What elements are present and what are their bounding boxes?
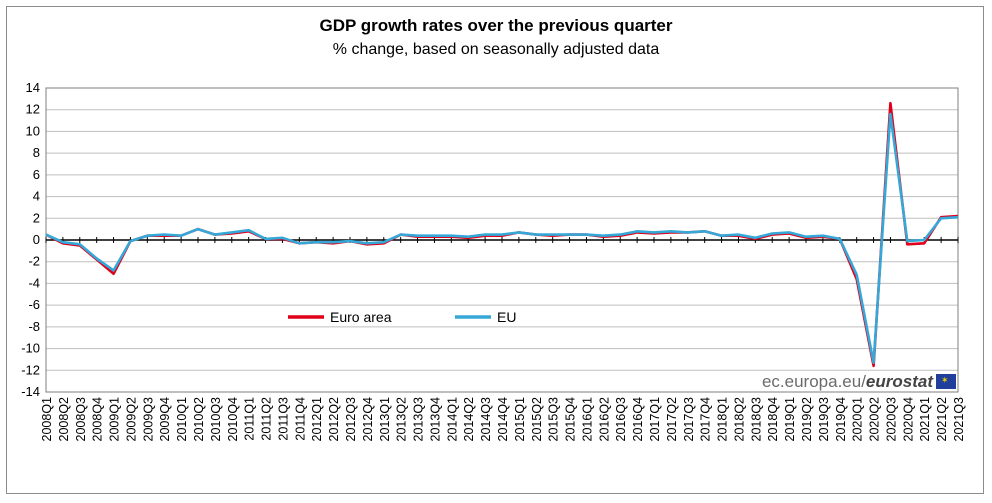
x-tick-label: 2009Q4 [158,397,172,442]
x-tick-label: 2013Q3 [412,397,426,442]
y-tick-label: 4 [33,189,40,204]
x-tick-label: 2016Q1 [580,397,594,442]
x-tick-label: 2021Q2 [935,397,949,442]
x-tick-label: 2019Q1 [783,397,797,442]
x-tick-label: 2008Q2 [57,397,71,442]
y-tick-label: -14 [21,384,40,399]
y-tick-label: 12 [26,102,40,117]
x-tick-label: 2016Q3 [614,397,628,442]
brand-name: eurostat [865,372,933,391]
x-tick-label: 2017Q4 [699,397,713,442]
y-tick-label: 14 [26,80,40,95]
y-tick-label: 10 [26,123,40,138]
y-tick-label: -2 [28,254,40,269]
x-tick-label: 2017Q2 [665,397,679,442]
x-tick-label: 2010Q1 [175,397,189,442]
x-tick-label: 2020Q3 [884,397,898,442]
x-tick-label: 2010Q2 [192,397,206,442]
x-tick-label: 2008Q3 [74,397,88,442]
y-tick-label: 8 [33,145,40,160]
x-tick-label: 2010Q4 [226,397,240,442]
y-tick-labels: 14 12 10 8 6 4 2 0 -2 -4 -6 -8 -10 -12 -14 [21,80,40,399]
x-tick-label: 2018Q2 [732,397,746,442]
eurostat-brand[interactable]: ec.europa.eu/eurostat [762,372,956,392]
y-tick-label: -8 [28,319,40,334]
y-tick-label: 0 [33,232,40,247]
x-tick-label: 2014Q1 [445,397,459,442]
x-tick-labels: 2008Q1 2008Q2 2008Q3 2008Q4 2009Q1 2009Q2 2009… [40,397,966,442]
legend: Euro area EU [288,309,516,325]
x-tick-label: 2013Q4 [428,397,442,442]
grid-lines [45,87,959,393]
x-tick-label: 2011Q1 [243,397,257,441]
chart-subtitle: % change, based on seasonally adjusted d… [332,41,660,58]
x-tick-label: 2017Q1 [648,397,662,442]
x-tick-label: 2016Q2 [597,397,611,442]
x-tick-label: 2015Q2 [530,397,544,442]
eu-flag-icon [936,374,956,389]
x-tick-label: 2021Q1 [918,397,932,442]
x-tick-label: 2019Q2 [800,397,814,442]
x-tick-label: 2013Q1 [378,397,392,442]
x-tick-label: 2018Q3 [749,397,763,442]
chart-title: GDP growth rates over the previous quart… [319,16,673,35]
x-tick-label: 2009Q1 [108,397,122,442]
legend-label: EU [497,309,516,325]
y-tick-label: -12 [21,362,40,377]
legend-label: Euro area [330,309,392,325]
y-tick-label: -4 [28,275,40,290]
x-tick-label: 2020Q2 [868,397,882,442]
y-tick-label: -10 [21,341,40,356]
x-tick-label: 2014Q3 [479,397,493,442]
series-lines [45,101,959,368]
x-tick-label: 2011Q4 [293,397,307,441]
x-tick-label: 2015Q1 [513,397,527,442]
brand-site: ec.europa.eu/ [761,372,866,391]
series-line-eu [45,112,959,365]
x-tick-label: 2012Q4 [361,397,375,442]
x-tick-label: 2017Q3 [682,397,696,442]
x-tick-label: 2015Q3 [547,397,561,442]
x-tick-label: 2019Q3 [817,397,831,442]
x-tick-label: 2009Q3 [141,397,155,442]
x-tick-label: 2018Q4 [766,397,780,442]
x-tick-label: 2016Q4 [631,397,645,442]
x-tick-label: 2013Q2 [395,397,409,442]
x-tick-label: 2009Q2 [124,397,138,442]
x-tick-label: 2012Q1 [310,397,324,442]
x-tick-label: 2018Q1 [716,397,730,442]
x-tick-label: 2010Q3 [209,397,223,442]
x-tick-label: 2011Q3 [276,397,290,441]
y-tick-label: 6 [33,167,40,182]
x-tick-label: 2008Q1 [40,397,54,442]
x-tick-label: 2019Q4 [834,397,848,442]
x-tick-label: 2011Q2 [260,397,274,441]
y-tick-label: 2 [33,210,40,225]
x-tick-label: 2020Q1 [851,397,865,442]
x-tick-label: 2008Q4 [91,397,105,442]
x-tick-label: 2012Q2 [327,397,341,442]
y-tick-label: -6 [28,297,40,312]
x-tick-label: 2012Q3 [344,397,358,442]
x-tick-label: 2020Q4 [901,397,915,442]
x-tick-label: 2014Q2 [462,397,476,442]
chart-frame [6,6,984,494]
x-tick-label: 2014Q4 [496,397,510,442]
x-tick-label: 2015Q4 [564,397,578,442]
x-tick-label: 2021Q3 [952,397,966,442]
